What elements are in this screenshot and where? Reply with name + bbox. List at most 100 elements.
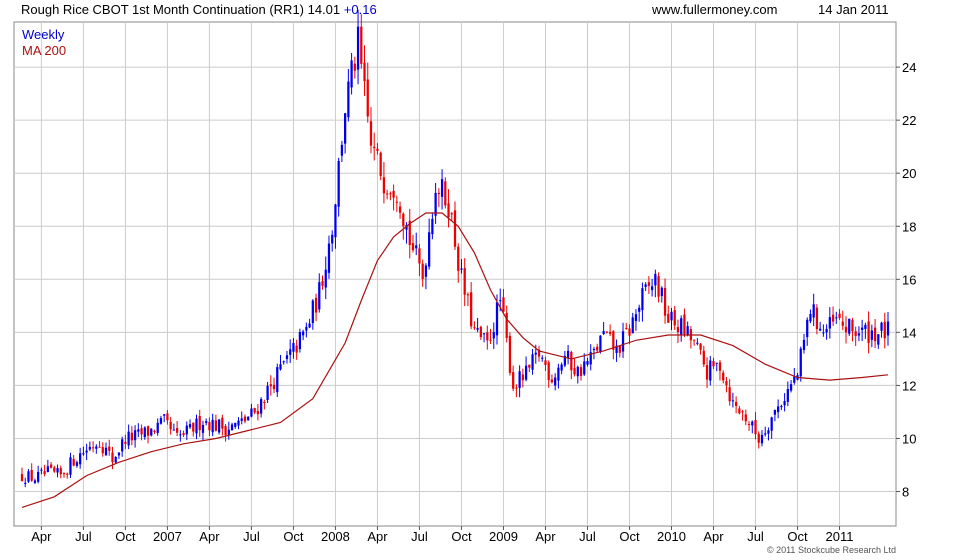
candle-body [305,326,308,331]
candle-body [667,313,670,323]
candle-body [363,62,366,82]
candle-body [812,304,815,318]
candle-body [447,203,450,218]
price-change: +0.16 [343,2,377,17]
candle-body [657,276,660,297]
candle-body [757,433,760,443]
candle-body [276,367,279,393]
candle-body [777,406,780,413]
candle-body [318,282,321,310]
candle-body [347,81,350,118]
candle-body [104,447,108,456]
y-tick-label: 24 [902,60,916,75]
legend-ma: MA 200 [22,43,67,58]
candle-body [428,232,431,267]
candle-body [641,288,644,311]
candle-body [411,243,415,251]
x-tick-label: Apr [199,529,220,544]
candle-body [188,424,192,428]
candle-body [608,331,612,334]
candle-body [253,408,256,413]
candle-body [563,355,566,366]
candle-body [20,474,24,482]
candle-body [72,459,75,466]
candle-body [256,410,260,415]
candle-body [91,447,95,449]
candle-body [512,372,515,389]
candle-body [521,374,524,381]
candle-body [101,447,104,454]
candle-body [247,416,250,421]
candle-body [163,414,166,416]
x-tick-label: Apr [703,529,724,544]
candle-body [418,248,421,264]
copyright-text: © 2011 Stockcube Research Ltd [766,545,896,555]
candle-body [95,446,98,449]
candle-body [82,453,85,455]
candle-body [873,327,877,342]
candle-body [230,424,234,431]
candle-body [647,282,651,286]
candle-body [738,408,741,414]
candle-body [392,190,395,198]
candle-body [673,310,676,326]
candle-body [660,287,663,297]
candle-body [541,357,544,359]
candle-body [356,26,360,70]
candle-body [263,401,266,404]
candle-body [644,284,647,287]
candle-body [398,206,402,213]
candle-body [596,346,599,351]
candle-body [725,381,728,386]
site-link[interactable]: www.fullermoney.com [652,2,778,17]
candle-body [166,413,169,421]
candle-body [344,113,347,144]
x-tick-label: Jul [411,529,428,544]
candle-body [495,302,499,336]
candle-body [243,416,247,422]
candle-body [612,331,615,350]
candle-body [221,417,224,429]
candle-body [599,335,602,352]
chart-header-title: Rough Rice CBOT 1st Month Continuation (… [21,2,377,17]
candle-body [327,243,331,273]
x-tick-label: 2011 [826,529,854,544]
candle-body [146,426,150,436]
candle-body [793,376,796,383]
candle-body [550,379,554,383]
candle-body [638,307,641,312]
candle-body [528,364,531,368]
candle-body [844,326,848,333]
candle-body [49,464,53,468]
candle-body [69,457,72,475]
x-tick-label: Apr [31,529,52,544]
candle-body [402,213,405,227]
candle-body [470,292,473,327]
candle-body [670,311,673,321]
candle-body [806,319,809,338]
candle-body [150,428,153,436]
candle-body [573,367,576,375]
candle-body [476,328,479,330]
x-tick-label: Oct [115,529,136,544]
candle-body [431,218,434,235]
x-tick-label: Oct [787,529,808,544]
candle-body [153,430,156,432]
candle-body [466,294,470,296]
candle-body [731,400,735,402]
candle-body [857,333,861,336]
candle-body [250,408,253,417]
candle-body [696,342,699,344]
candle-body [240,418,243,421]
candle-body [557,367,560,381]
candle-body [783,401,786,406]
candle-body [524,365,528,380]
candle-body [789,384,793,391]
candle-body [88,446,91,450]
candle-body [179,434,182,436]
candle-body [502,297,505,312]
candle-body [828,317,831,329]
candle-body [531,354,534,370]
y-tick-label: 14 [902,325,916,340]
candle-body [518,371,521,388]
